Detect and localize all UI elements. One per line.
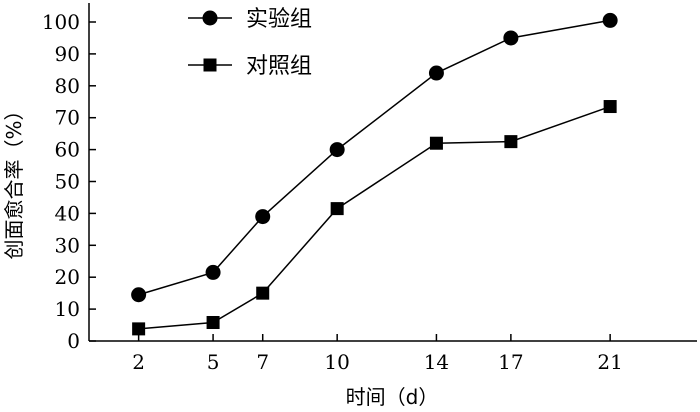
y-tick-label: 70	[55, 106, 80, 130]
series-1	[131, 12, 618, 303]
data-point	[256, 286, 270, 300]
data-point	[206, 315, 220, 329]
y-tick-label: 60	[55, 138, 80, 162]
legend-marker	[202, 10, 218, 26]
y-tick-label: 90	[55, 42, 80, 66]
legend-label: 对照组	[246, 54, 312, 79]
data-point	[603, 100, 617, 114]
y-tick-label: 50	[55, 170, 80, 194]
x-tick-label: 14	[424, 350, 449, 374]
data-point	[602, 12, 618, 28]
y-axis-title: 创面愈合率（%）	[2, 100, 26, 259]
data-point	[255, 209, 271, 225]
series-line	[138, 105, 611, 330]
y-tick-label: 80	[55, 74, 80, 98]
y-tick-label: 10	[55, 297, 80, 321]
series-2	[132, 100, 617, 336]
x-tick-label: 2	[132, 350, 145, 374]
y-tick-label: 30	[55, 233, 80, 257]
data-point	[205, 264, 221, 280]
x-tick-label: 21	[597, 350, 622, 374]
data-point	[504, 135, 518, 149]
data-point	[329, 142, 345, 158]
data-point	[330, 202, 344, 216]
x-axis-title: 时间（d）	[346, 385, 439, 409]
y-tick-label: 100	[42, 10, 80, 34]
legend-marker	[203, 58, 217, 72]
legend-item: 对照组	[188, 54, 312, 79]
data-point	[131, 287, 147, 303]
axes	[88, 3, 697, 342]
x-tick-label: 5	[207, 350, 220, 374]
y-tick-label: 20	[55, 265, 80, 289]
y-ticks: 0 10 20 30 40 50 60 70 80 90 100	[42, 10, 96, 353]
data-point	[132, 322, 146, 336]
series-layer	[131, 12, 618, 336]
legend-label: 实验组	[246, 7, 312, 32]
data-point	[503, 30, 519, 46]
y-tick-label: 40	[55, 201, 80, 225]
data-point	[428, 65, 444, 81]
data-point	[429, 136, 443, 150]
x-tick-label: 7	[256, 350, 269, 374]
legend-item: 实验组	[188, 7, 312, 32]
x-ticks: 2 5 7 10 14 17 21	[132, 334, 623, 374]
x-tick-label: 10	[324, 350, 349, 374]
y-tick-label: 0	[67, 329, 80, 353]
x-tick-label: 17	[498, 350, 523, 374]
